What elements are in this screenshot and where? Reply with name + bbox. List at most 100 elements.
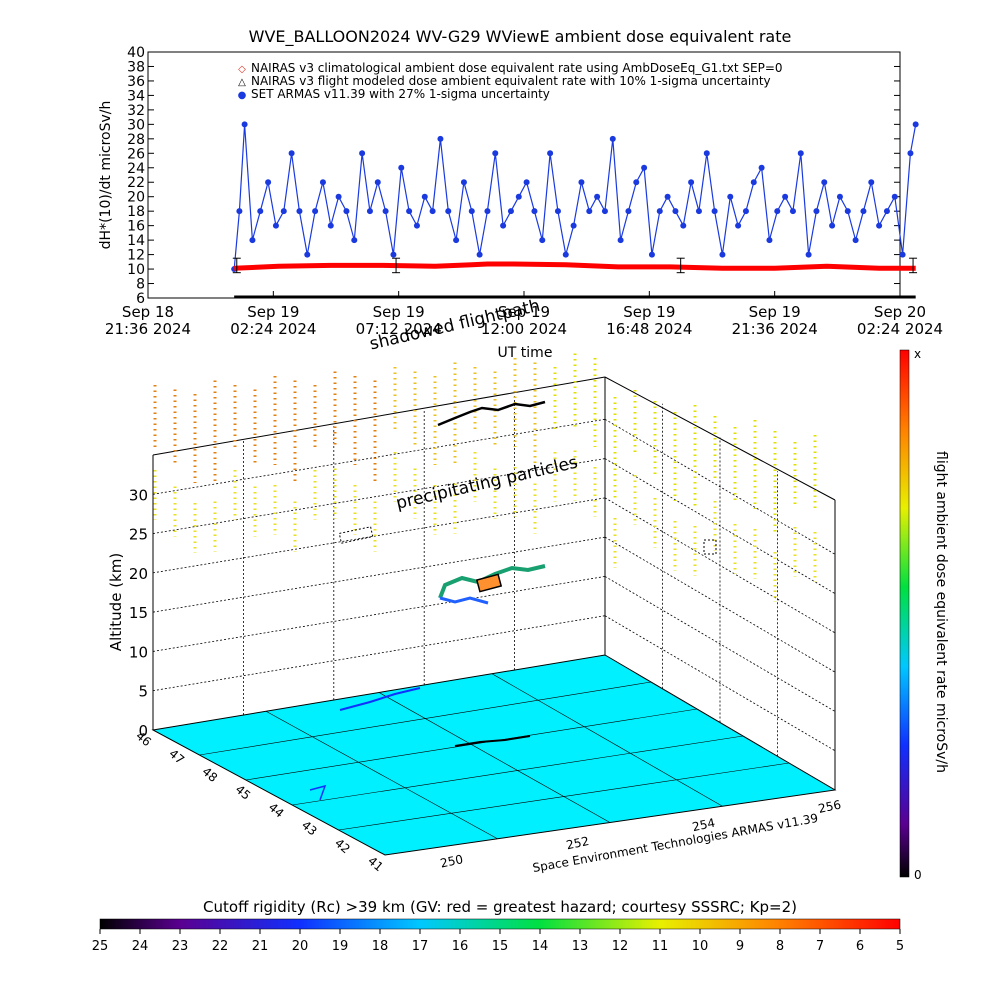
armas-point — [907, 150, 914, 157]
colorbar-tick-label: 5 — [896, 939, 904, 954]
flight-tracks — [309, 400, 717, 801]
y-tick-label: 12 — [127, 248, 145, 264]
armas-point — [594, 193, 601, 200]
armas-point — [359, 150, 366, 157]
precipitating-particles-marks — [153, 353, 817, 602]
armas-point — [445, 208, 452, 215]
longitude-tick-label: 254 — [691, 816, 716, 834]
colorbar-tick-label: 19 — [332, 939, 349, 954]
altitude-tick-label: 25 — [129, 526, 148, 544]
y-tick-label: 18 — [127, 204, 145, 220]
colorbar-tick-label: 9 — [736, 939, 744, 954]
armas-point — [304, 251, 311, 258]
x-tick-time: 16:48 2024 — [606, 320, 692, 338]
armas-point — [695, 208, 702, 215]
plot-series — [231, 121, 919, 299]
y-tick-label: 8 — [136, 277, 145, 293]
latitude-tick-label: 41 — [365, 854, 386, 875]
armas-point — [766, 237, 773, 244]
armas-point — [429, 208, 436, 215]
altitude-gridline — [604, 615, 836, 752]
y-tick-label: 6 — [136, 291, 145, 307]
altitude-tick-label: 0 — [138, 722, 148, 740]
armas-point — [492, 150, 499, 157]
armas-point — [547, 150, 554, 157]
altitude-gridline — [604, 576, 836, 712]
armas-point — [531, 208, 538, 215]
floor-gridlines — [199, 673, 790, 840]
altitude-tick-label: 20 — [129, 565, 148, 583]
armas-point — [912, 121, 919, 128]
armas-point — [860, 208, 867, 215]
colorbar-bottom — [99, 918, 901, 930]
armas-point — [891, 193, 898, 200]
altitude-gridline — [152, 458, 606, 534]
latitude-tick-label: 48 — [200, 764, 221, 785]
armas-point — [236, 208, 243, 215]
colorbar-tick-label: 12 — [612, 939, 629, 954]
latitude-tick-label: 46 — [133, 729, 154, 750]
armas-point — [319, 179, 326, 186]
altitude-axis: 0 5 10 15 20 25 30 — [129, 486, 148, 740]
latitude-tick-label: 43 — [299, 818, 320, 839]
colorbar-tick-label: 21 — [252, 939, 269, 954]
latitude-tick-label: 47 — [166, 747, 187, 768]
x-tick-date: Sep 19 — [247, 303, 299, 321]
colorbar-tick-label: 16 — [452, 939, 469, 954]
colorbar-tick-label: 15 — [492, 939, 509, 954]
colorbar-tick-label: 14 — [532, 939, 549, 954]
armas-point — [672, 208, 679, 215]
armas-point — [625, 208, 632, 215]
y-tick-label: 26 — [127, 146, 145, 162]
armas-point — [570, 222, 577, 229]
ground-shadow-track — [454, 735, 531, 747]
colorbar-tick-label: 8 — [776, 939, 784, 954]
armas-point — [601, 208, 608, 215]
armas-point — [288, 150, 295, 157]
box-edge — [152, 376, 606, 456]
armas-point — [507, 208, 514, 215]
floor-gridline — [292, 735, 744, 806]
balloon-marker — [475, 573, 503, 593]
armas-point — [406, 208, 413, 215]
altitude-gridlines — [152, 395, 836, 757]
armas-point — [343, 208, 350, 215]
altitude-tick-label: 15 — [129, 604, 148, 622]
y-tick-label: 36 — [127, 74, 145, 90]
armas-point — [460, 179, 467, 186]
armas-point — [703, 150, 710, 157]
armas-point — [742, 208, 749, 215]
armas-point — [789, 208, 796, 215]
colorbar-tick-label: 13 — [572, 939, 589, 954]
altitude-gridline — [152, 576, 606, 652]
armas-point — [758, 164, 765, 171]
colorbar-tick-label: 18 — [372, 939, 389, 954]
x-tick-date: Sep 20 — [874, 303, 926, 321]
colorbar-tick-label: 22 — [212, 939, 229, 954]
latitude-tick-label: 42 — [332, 836, 353, 857]
armas-point — [241, 121, 248, 128]
armas-point — [382, 208, 389, 215]
armas-point — [413, 222, 420, 229]
armas-point — [272, 222, 279, 229]
altitude-tick-label: 5 — [138, 683, 148, 701]
armas-point — [453, 237, 460, 244]
armas-point — [539, 237, 546, 244]
armas-point — [562, 251, 569, 258]
armas-point — [852, 237, 859, 244]
legend-marker: △ — [238, 77, 246, 88]
y-tick-label: 14 — [127, 233, 145, 249]
armas-point — [735, 222, 742, 229]
armas-point — [883, 208, 890, 215]
armas-point — [578, 179, 585, 186]
armas-point — [727, 193, 734, 200]
armas-point — [633, 179, 640, 186]
y-tick-label: 10 — [127, 262, 145, 278]
armas-point — [351, 237, 358, 244]
armas-point — [523, 179, 530, 186]
y-tick-label: 28 — [127, 132, 145, 148]
armas-point — [374, 179, 381, 186]
y-tick-label: 38 — [127, 59, 145, 75]
